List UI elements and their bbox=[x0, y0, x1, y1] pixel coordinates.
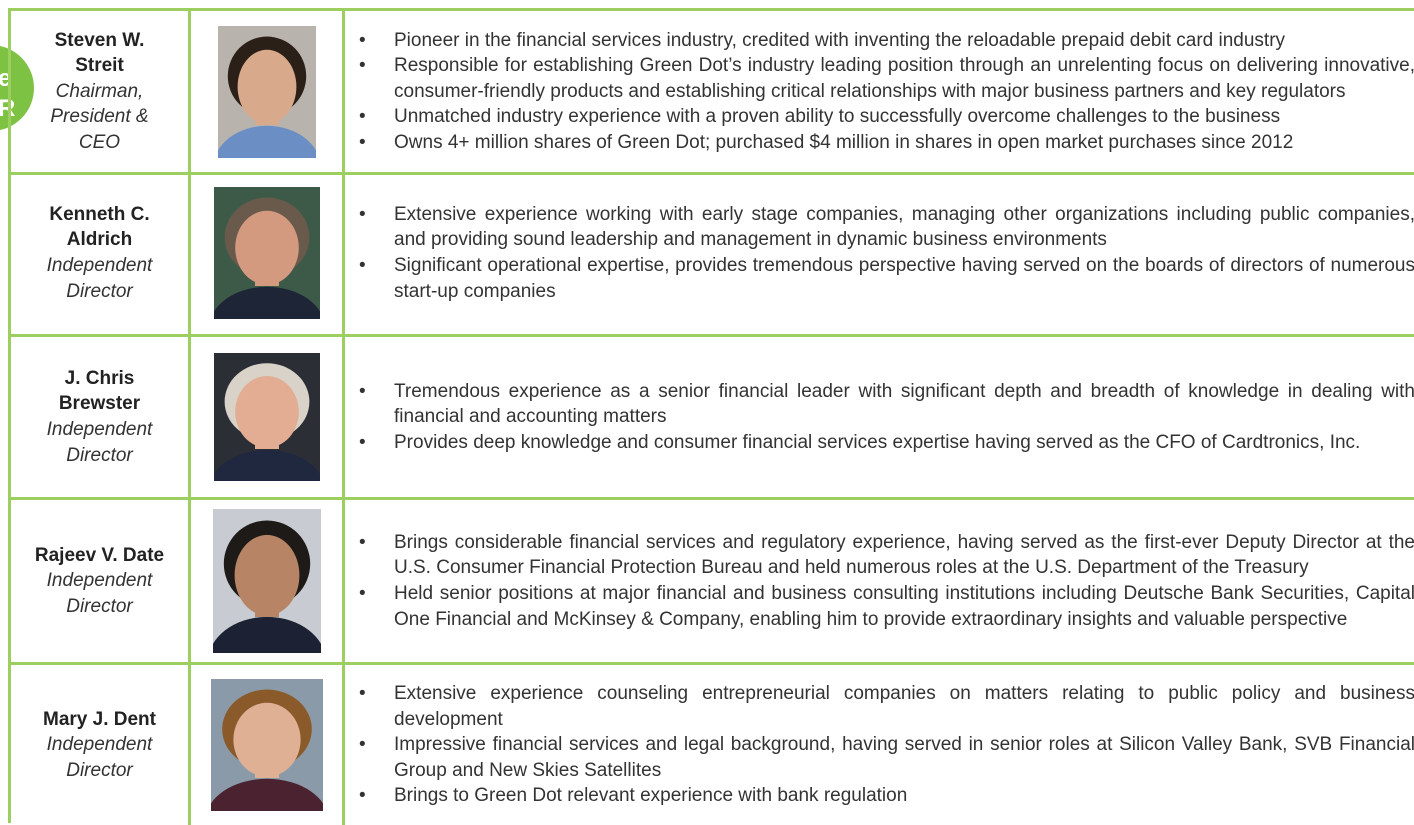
member-title: Director bbox=[66, 759, 133, 781]
bio-bullet: Tremendous experience as a senior financ… bbox=[345, 379, 1414, 430]
member-photo bbox=[210, 679, 323, 811]
member-title: Independent bbox=[46, 419, 153, 440]
bio-bullet: Owns 4+ million shares of Green Dot; pur… bbox=[345, 130, 1414, 156]
bio-bullet: Unmatched industry experience with a pro… bbox=[345, 104, 1414, 130]
bio-cell: Tremendous experience as a senior financ… bbox=[345, 337, 1414, 497]
photo-cell bbox=[191, 172, 345, 334]
member-title: Independent bbox=[46, 570, 153, 592]
bio-list: Tremendous experience as a senior financ… bbox=[345, 379, 1414, 456]
bio-cell: Pioneer in the financial services indust… bbox=[345, 11, 1414, 172]
bio-cell: Extensive experience counseling entrepre… bbox=[345, 665, 1414, 825]
photo-cell bbox=[191, 665, 345, 825]
bio-bullet: Held senior positions at major financial… bbox=[345, 581, 1414, 632]
member-name: J. Chris bbox=[64, 367, 135, 389]
member-title: Chairman, bbox=[55, 80, 144, 102]
member-name: Steven W. bbox=[54, 29, 145, 51]
photo-cell bbox=[191, 500, 345, 662]
member-title: Independent bbox=[46, 255, 153, 276]
bio-list: Brings considerable financial services a… bbox=[345, 530, 1414, 632]
member-cell: Kenneth C. Aldrich Independent Director bbox=[11, 172, 191, 334]
bio-bullet: Brings considerable financial services a… bbox=[345, 530, 1414, 581]
member-cell: J. Chris Brewster Independent Director bbox=[11, 337, 191, 497]
bio-bullet: Pioneer in the financial services indust… bbox=[345, 28, 1414, 54]
board-row: Rajeev V. Date Independent Director Brings… bbox=[11, 500, 1414, 665]
bio-bullet: Responsible for establishing Green Dot’s… bbox=[345, 53, 1414, 104]
badge-text: e bbox=[0, 65, 12, 92]
member-cell: Steven W. Streit Chairman, President & CEO bbox=[11, 11, 191, 172]
member-photo bbox=[213, 353, 320, 481]
board-table: Steven W. Streit Chairman, President & CEO P… bbox=[8, 8, 1414, 825]
member-photo bbox=[213, 187, 320, 319]
member-title: Director bbox=[66, 280, 133, 302]
member-name: Streit bbox=[75, 55, 124, 77]
board-row: Steven W. Streit Chairman, President & CEO P… bbox=[11, 11, 1414, 175]
member-name: Brewster bbox=[58, 393, 141, 415]
bio-list: Extensive experience counseling entrepre… bbox=[345, 681, 1414, 809]
member-cell: Rajeev V. Date Independent Director bbox=[11, 500, 191, 662]
badge-text: R bbox=[0, 95, 16, 122]
bio-bullet: Impressive financial services and legal … bbox=[345, 732, 1414, 783]
photo-cell bbox=[191, 11, 345, 172]
member-title: CEO bbox=[78, 131, 121, 153]
member-name: Aldrich bbox=[66, 229, 133, 251]
bio-cell: Brings considerable financial services a… bbox=[345, 500, 1414, 662]
member-title: President & bbox=[50, 106, 149, 128]
board-row: Mary J. Dent Independent Director Extensiv… bbox=[11, 665, 1414, 825]
member-title: Director bbox=[66, 444, 133, 466]
bio-bullet: Extensive experience working with early … bbox=[345, 202, 1414, 253]
member-name: Mary J. Dent bbox=[43, 708, 156, 730]
member-cell: Mary J. Dent Independent Director bbox=[11, 665, 191, 825]
member-name: Rajeev V. Date bbox=[34, 544, 165, 566]
photo-cell bbox=[191, 337, 345, 497]
member-photo bbox=[212, 509, 321, 653]
member-photo bbox=[217, 25, 316, 158]
bio-bullet: Significant operational expertise, provi… bbox=[345, 253, 1414, 304]
bio-bullet: Provides deep knowledge and consumer fin… bbox=[345, 430, 1414, 456]
bio-list: Pioneer in the financial services indust… bbox=[345, 28, 1414, 156]
member-name: Kenneth C. bbox=[49, 203, 150, 225]
bio-bullet: Extensive experience counseling entrepre… bbox=[345, 681, 1414, 732]
bio-bullet: Brings to Green Dot relevant experience … bbox=[345, 783, 1414, 809]
bio-cell: Extensive experience working with early … bbox=[345, 172, 1414, 334]
bio-list: Extensive experience working with early … bbox=[345, 202, 1414, 304]
member-title: Independent bbox=[46, 734, 153, 756]
board-row: J. Chris Brewster Independent Director Trem… bbox=[11, 337, 1414, 500]
board-row: Kenneth C. Aldrich Independent Director Ext… bbox=[11, 172, 1414, 337]
member-title: Director bbox=[66, 595, 133, 617]
